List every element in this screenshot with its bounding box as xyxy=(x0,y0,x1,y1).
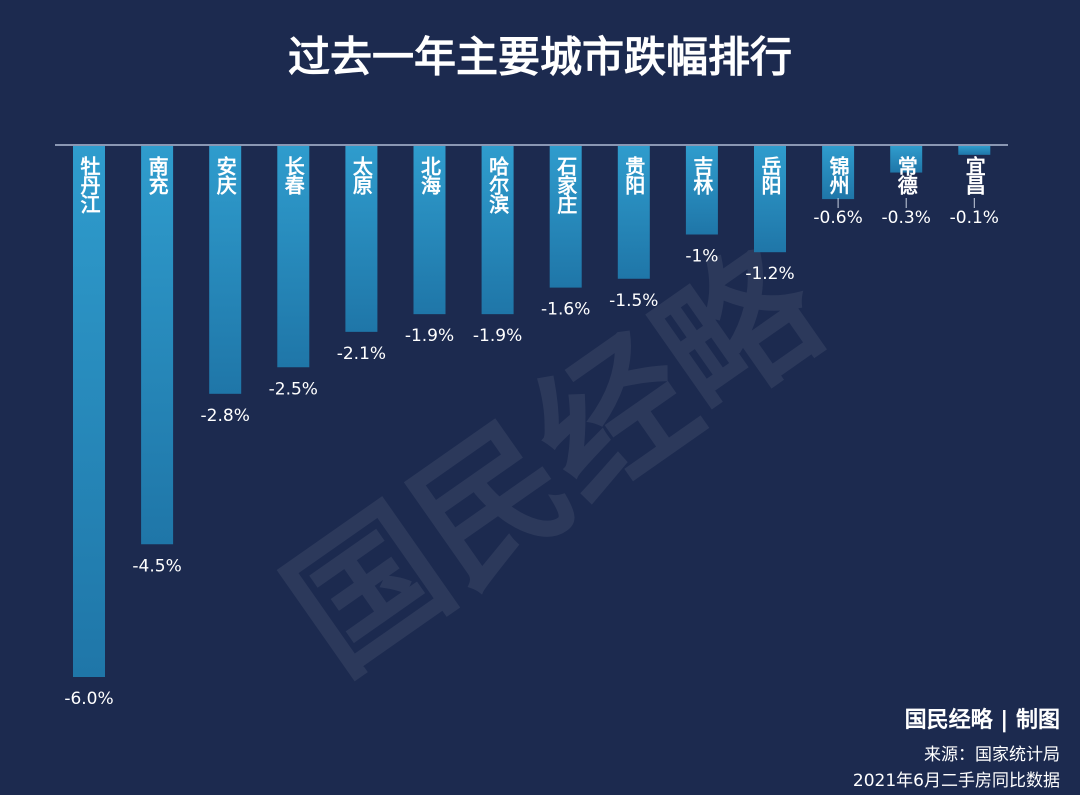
value-label: -1.2% xyxy=(745,264,794,284)
category-label: 宜昌 xyxy=(962,155,986,196)
category-label: 牡丹江 xyxy=(77,155,101,215)
category-label: 安庆 xyxy=(213,155,237,196)
category-label: 锦州 xyxy=(826,155,850,195)
category-label: 长春 xyxy=(281,156,305,196)
category-label: 哈尔滨 xyxy=(486,156,510,215)
value-label: -1.9% xyxy=(473,326,522,346)
chart-title: 过去一年主要城市跌幅排行 xyxy=(288,33,792,82)
bar xyxy=(345,146,378,332)
value-label: -1.9% xyxy=(405,326,454,346)
bar xyxy=(73,146,105,677)
value-label: -2.5% xyxy=(269,379,318,399)
bar xyxy=(617,146,650,279)
value-label: -0.3% xyxy=(882,208,931,228)
bar xyxy=(481,146,514,315)
bar xyxy=(958,146,991,155)
bar xyxy=(754,146,786,253)
bar xyxy=(277,146,310,368)
source: 来源：国家统计局 xyxy=(924,745,1060,765)
value-label: -1% xyxy=(685,247,718,267)
value-label: -2.1% xyxy=(337,344,386,364)
value-label: -1.5% xyxy=(609,291,658,311)
value-label: -2.8% xyxy=(201,406,250,426)
note: 2021年6月二手房同比数据 xyxy=(853,771,1060,791)
category-label: 石家庄 xyxy=(554,156,578,215)
category-label: 北海 xyxy=(418,156,442,195)
bar xyxy=(549,146,582,288)
bar xyxy=(685,146,718,235)
credit: 国民经略 | 制图 xyxy=(905,707,1060,733)
category-label: 吉林 xyxy=(690,156,714,195)
value-label: -6.0% xyxy=(64,689,113,709)
category-label: 常德 xyxy=(894,156,918,196)
bar xyxy=(413,146,446,315)
value-label: -1.6% xyxy=(541,300,590,320)
bar xyxy=(890,146,923,173)
category-label: 太原 xyxy=(349,156,373,195)
bar xyxy=(209,146,242,394)
value-label: -0.1% xyxy=(950,208,999,228)
category-label: 贵阳 xyxy=(622,156,646,196)
category-label: 南充 xyxy=(145,156,169,196)
bar xyxy=(822,146,855,200)
bar xyxy=(141,146,174,545)
value-label: -4.5% xyxy=(132,556,181,576)
value-label: -0.6% xyxy=(813,208,862,228)
category-label: 岳阳 xyxy=(758,156,782,196)
